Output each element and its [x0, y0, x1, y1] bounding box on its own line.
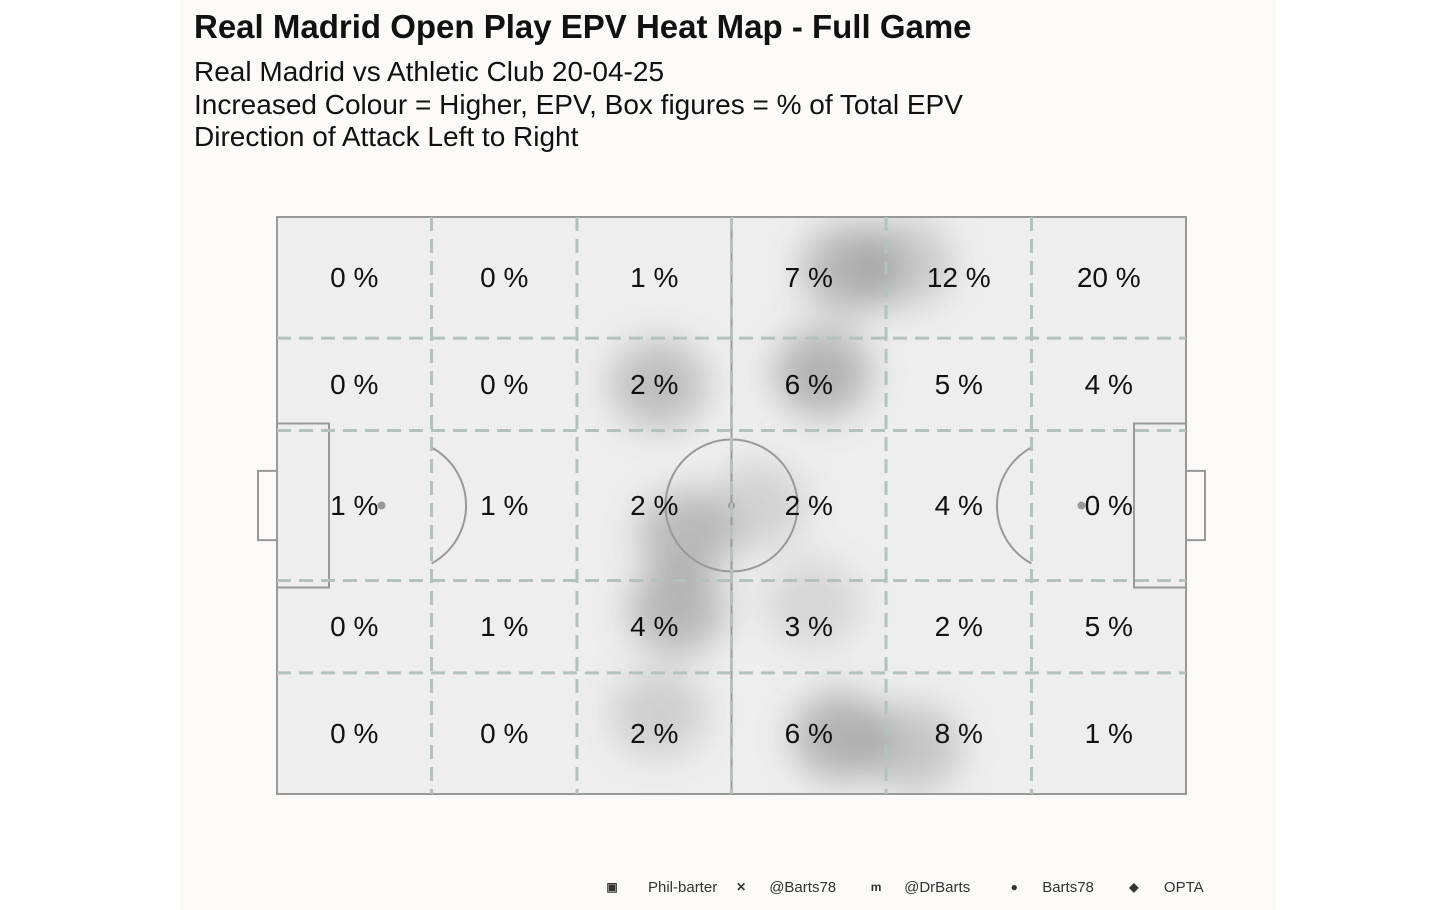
right-goal: [1185, 469, 1206, 542]
chart-title: Real Madrid Open Play EPV Heat Map - Ful…: [194, 8, 972, 45]
zone-label-r2-c1: 1 %: [480, 490, 528, 521]
credit-dropbox: OPTA: [1163, 878, 1204, 896]
heat-blob-9: [610, 669, 707, 758]
zone-label-r1-c2: 2 %: [630, 369, 678, 400]
left-penalty-arc: [431, 446, 467, 565]
zone-label-r4-c0: 0 %: [330, 718, 378, 749]
heat-blob-4: [638, 490, 735, 579]
zone-label-r1-c0: 0 %: [330, 369, 378, 400]
left-goal: [257, 469, 278, 542]
zone-label-r4-c5: 1 %: [1085, 718, 1133, 749]
heat-blob-5: [628, 565, 725, 654]
zone-label-r3-c4: 2 %: [935, 611, 983, 642]
subtitle-match: Real Madrid vs Athletic Club 20-04-25: [194, 56, 665, 87]
zone-label-r0-c2: 1 %: [630, 262, 678, 293]
zone-label-r4-c1: 0 %: [480, 718, 528, 749]
heat-blob-2: [774, 328, 871, 417]
github-icon: ●: [1010, 880, 1018, 894]
zone-label-r0-c5: 20 %: [1077, 262, 1141, 293]
zone-label-r2-c3: 2 %: [785, 490, 833, 521]
zone-label-r4-c2: 2 %: [630, 718, 678, 749]
zone-label-r4-c3: 6 %: [785, 718, 833, 749]
credit-github: Barts78: [1042, 878, 1094, 896]
x-icon: ✕: [736, 880, 747, 894]
credit-mastodon: @DrBarts: [904, 878, 971, 896]
mastodon-icon: m: [870, 880, 882, 894]
zone-label-r2-c4: 4 %: [935, 490, 983, 521]
zone-label-r3-c0: 0 %: [330, 611, 378, 642]
zone-label-r1-c5: 4 %: [1085, 369, 1133, 400]
heat-blob-1: [856, 219, 953, 308]
zone-label-r0-c3: 7 %: [785, 262, 833, 293]
zone-label-r1-c1: 0 %: [480, 369, 528, 400]
right-penalty-arc: [996, 446, 1032, 565]
heat-layer: [610, 219, 962, 792]
zone-label-r2-c5: 0 %: [1085, 490, 1133, 521]
heat-blob-6: [710, 461, 807, 550]
zone-label-r2-c2: 2 %: [630, 490, 678, 521]
zone-label-r3-c3: 3 %: [785, 611, 833, 642]
zone-label-r3-c5: 5 %: [1085, 611, 1133, 642]
subtitle-direction: Direction of Attack Left to Right: [194, 121, 579, 152]
heat-blob-3: [610, 340, 707, 429]
right-penalty-spot: [1077, 501, 1086, 510]
zone-label-r4-c4: 8 %: [935, 718, 983, 749]
zone-label-r3-c2: 4 %: [630, 611, 678, 642]
linkedin-icon: ▣: [606, 880, 618, 894]
credit-x: @Barts78: [769, 878, 837, 896]
zone-label-r1-c4: 5 %: [935, 369, 983, 400]
zone-label-r0-c0: 0 %: [330, 262, 378, 293]
credit-linkedin: Phil-barter: [648, 878, 718, 896]
heat-blob-8: [865, 703, 962, 792]
zone-label-r3-c1: 1 %: [480, 611, 528, 642]
subtitle-legend: Increased Colour = Higher, EPV, Box figu…: [194, 89, 963, 120]
footer-credits: ▣ Phil-barter ✕ @Barts78 m @DrBarts ● Ba…: [604, 876, 1204, 898]
heat-blob-7: [792, 692, 889, 781]
dropbox-icon: ◆: [1129, 880, 1139, 894]
zone-label-r1-c3: 6 %: [785, 369, 833, 400]
left-penalty-spot: [377, 501, 386, 510]
zone-label-r0-c1: 0 %: [480, 262, 528, 293]
zone-label-r2-c0: 1 %: [330, 490, 378, 521]
zone-label-r0-c4: 12 %: [927, 262, 991, 293]
